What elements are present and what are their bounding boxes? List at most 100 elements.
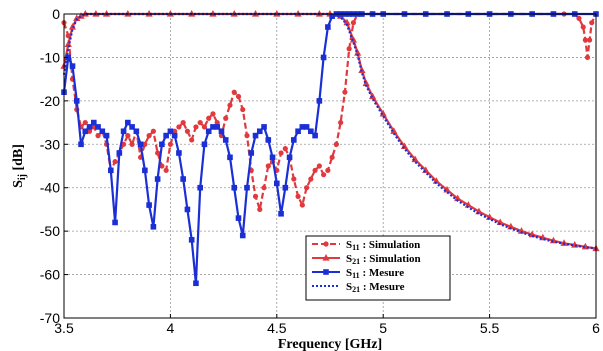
data-point-s11_sim — [206, 115, 212, 121]
data-point-s11_sim — [214, 119, 220, 126]
data-point-s11_sim — [227, 102, 233, 108]
data-point-s11_sim — [252, 193, 259, 199]
series-line-s21_mes — [62, 12, 597, 250]
data-point-s11_mes — [78, 141, 84, 148]
y-axis-label: Sij [dB] — [11, 144, 28, 188]
y-tick-label: -60 — [40, 267, 60, 283]
data-point-s11_mes — [299, 124, 306, 130]
x-tick-label: 6 — [592, 320, 600, 336]
data-point-s11_sim — [142, 141, 148, 147]
data-point-s11_mes — [269, 154, 276, 161]
legend-entry-main: S — [346, 253, 352, 265]
data-point-s21_sim — [73, 14, 81, 21]
data-point-s11_mes — [86, 124, 93, 130]
data-point-s11_mes — [308, 128, 314, 135]
data-point-s11_sim — [125, 133, 131, 139]
data-point-s11_sim — [155, 150, 161, 156]
data-point-s11_sim — [333, 141, 339, 147]
data-point-s11_sim — [150, 128, 156, 134]
data-point-s21_sim — [64, 40, 72, 47]
data-point-s11_mes — [171, 132, 178, 139]
data-point-s11_mes — [325, 24, 331, 30]
data-point-s11_mes — [99, 128, 106, 135]
y-tick-label: -20 — [40, 93, 60, 109]
data-point-s11_mes — [303, 124, 310, 130]
legend-box — [305, 235, 451, 301]
data-point-s11_sim — [291, 176, 297, 182]
data-point-s11_mes — [150, 224, 157, 230]
legend-entry-sub: 21 — [352, 285, 360, 294]
data-point-s11_mes — [125, 119, 131, 126]
series-s21_mes — [62, 12, 597, 250]
data-point-s11_sim — [338, 119, 344, 126]
data-point-s11_mes — [312, 132, 318, 139]
data-point-s11_sim — [167, 141, 173, 147]
y-tick-label: -30 — [40, 136, 60, 152]
legend-entry-sub: 11 — [352, 243, 360, 252]
data-point-s11_sim — [295, 193, 301, 199]
data-point-s11_sim — [257, 206, 263, 213]
data-point-s11_sim — [325, 167, 331, 173]
y-tick-label: -70 — [40, 310, 60, 326]
x-tick-label: 5 — [379, 320, 387, 336]
data-point-s21_sim — [343, 18, 351, 26]
data-point-s11_sim — [589, 20, 595, 26]
data-point-s11_mes — [188, 237, 195, 243]
data-point-s11_mes — [235, 215, 242, 221]
data-point-s11_sim — [112, 159, 118, 165]
x-tick-label: 4 — [167, 320, 175, 336]
data-point-s11_mes — [163, 132, 169, 139]
data-point-s21_sim — [432, 177, 440, 184]
data-point-s11_mes — [65, 54, 72, 61]
data-point-s11_mes — [142, 167, 148, 174]
data-point-s11_sim — [278, 150, 284, 156]
data-point-s11_mes — [197, 184, 203, 191]
data-point-s11_mes — [256, 128, 263, 135]
legend-entry-main: S — [346, 239, 352, 251]
legend-entry-rest: : Simulation — [360, 253, 421, 265]
data-point-s11_mes — [137, 141, 144, 148]
data-point-s11_mes — [282, 184, 289, 191]
data-point-s11_sim — [189, 137, 195, 143]
series-line-s11_sim — [62, 12, 597, 211]
series-s21_sim — [60, 10, 600, 252]
data-point-s11_mes — [231, 184, 238, 191]
data-point-s21_sim — [362, 79, 370, 87]
x-tick-label: 3.5 — [54, 320, 74, 336]
data-point-s11_sim — [584, 54, 591, 61]
y-tick-label: -10 — [40, 49, 60, 65]
data-point-s21_sim — [517, 227, 526, 234]
data-point-s11_sim — [159, 163, 165, 169]
data-point-s21_sim — [354, 49, 362, 56]
data-point-s11_sim — [163, 167, 169, 173]
data-point-s11_sim — [265, 163, 271, 169]
data-point-s11_mes — [218, 128, 225, 135]
data-point-s11_mes — [295, 128, 301, 135]
data-point-s11_sim — [231, 89, 237, 95]
legend-entry-s11_sim: S11 : Simulation — [346, 239, 420, 252]
data-point-s11_mes — [316, 98, 323, 104]
data-point-s11_mes — [274, 180, 280, 187]
data-point-s11_mes — [90, 119, 97, 126]
data-point-s11_mes — [278, 210, 284, 217]
x-tick-label: 4.5 — [267, 320, 287, 336]
legend-marker-s11_mes — [323, 269, 329, 275]
y-axis-label-sub: ij — [17, 174, 28, 180]
data-point-s11_sim — [582, 37, 588, 43]
data-point-s11_mes — [193, 280, 199, 287]
data-point-s11_sim — [197, 119, 203, 126]
data-point-s11_mes — [239, 232, 246, 239]
data-point-s11_sim — [91, 124, 97, 130]
data-point-s21_sim — [507, 222, 515, 230]
x-axis-label: Frequency [GHz] — [278, 337, 382, 351]
data-point-s21_sim — [368, 92, 377, 100]
data-point-s11_sim — [201, 124, 208, 130]
data-point-s11_sim — [172, 128, 178, 134]
data-point-s11_mes — [154, 176, 161, 182]
data-point-s11_sim — [240, 106, 246, 113]
data-point-s11_sim — [346, 46, 352, 52]
data-point-s11_sim — [350, 20, 357, 26]
data-point-s11_sim — [342, 89, 348, 95]
